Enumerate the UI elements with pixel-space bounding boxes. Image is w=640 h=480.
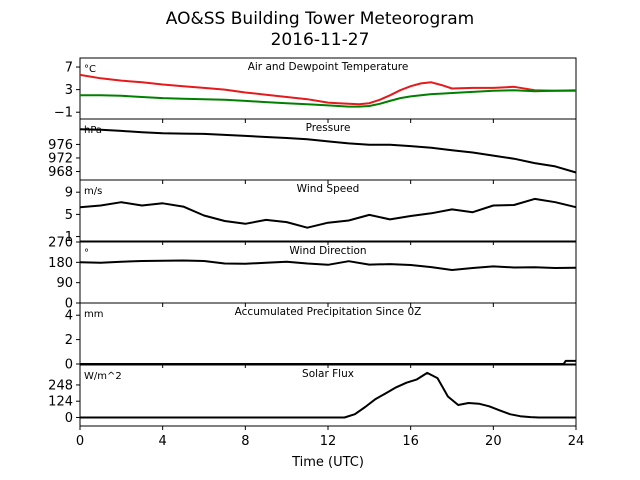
series-line-1 <box>79 259 577 271</box>
unit-label: mm <box>84 309 103 320</box>
y-tick-label: 5 <box>65 208 73 223</box>
unit-label: hPa <box>84 125 102 136</box>
unit-label: W/m^2 <box>84 371 122 382</box>
y-tick-label: 270 <box>48 236 73 251</box>
y-tick-label: 972 <box>48 151 73 166</box>
panel-3: 9 5 1 Wind Speed m/s <box>65 179 577 245</box>
panel-title: Pressure <box>306 122 351 134</box>
x-tick-label: 12 <box>320 434 337 449</box>
x-tick-label: 16 <box>402 434 419 449</box>
unit-label: ° <box>84 248 89 259</box>
unit-label: °C <box>84 64 96 75</box>
y-tick-label: 1 <box>65 230 73 245</box>
panel-title: Air and Dewpoint Temperature <box>248 61 409 73</box>
x-tick-label: 8 <box>241 434 249 449</box>
y-tick-label: 976 <box>48 138 73 153</box>
x-tick-label: 24 <box>568 434 585 449</box>
figure-title-line1: AO&SS Building Tower Meteorogram <box>166 9 474 29</box>
y-tick-label: 124 <box>48 395 73 410</box>
x-axis-label: Time (UTC) <box>291 455 364 470</box>
series-line-2 <box>80 89 576 108</box>
y-tick-label: 0 <box>65 358 73 373</box>
series-line-1 <box>80 371 576 419</box>
y-tick-label: 0 <box>65 411 73 426</box>
series-line-1 <box>79 128 577 174</box>
unit-label: m/s <box>84 186 102 197</box>
y-tick-label: 968 <box>48 165 73 180</box>
panel-title: Wind Speed <box>297 183 360 195</box>
y-tick-label: 9 <box>65 186 73 201</box>
series-line-1 <box>79 73 577 106</box>
y-tick-label: −1 <box>54 106 73 121</box>
panel-title: Accumulated Precipitation Since 0Z <box>235 306 422 318</box>
y-tick-label: 4 <box>65 309 73 324</box>
y-tick-label: 7 <box>65 61 73 76</box>
panel-title: Solar Flux <box>302 368 354 380</box>
panel-1: 7 3 −1 Air and Dewpoint Temperature °C <box>54 57 577 123</box>
x-tick-label: 0 <box>76 434 84 449</box>
x-tick-label: 20 <box>485 434 502 449</box>
chart-panels: 7 3 −1 Air and Dewpoint Temperature °C 976972… <box>48 57 585 449</box>
panel-5: 4 2 0 Accumulated Precipitation Since 0Z mm <box>65 302 577 373</box>
y-tick-label: 2 <box>65 333 73 348</box>
y-tick-label: 180 <box>48 256 73 271</box>
panel-4: 270 180 90 0 Wind Direction ° <box>48 236 577 312</box>
y-tick-label: 248 <box>48 378 73 393</box>
y-tick-label: 90 <box>56 276 73 291</box>
panel-title: Wind Direction <box>289 245 366 257</box>
y-tick-label: 3 <box>65 83 73 98</box>
figure-title-line2: 2016-11-27 <box>271 30 370 50</box>
y-tick-label: 0 <box>65 297 73 312</box>
series-line-1 <box>79 197 577 229</box>
series-line-1 <box>80 359 576 365</box>
x-tick-label: 4 <box>159 434 167 449</box>
